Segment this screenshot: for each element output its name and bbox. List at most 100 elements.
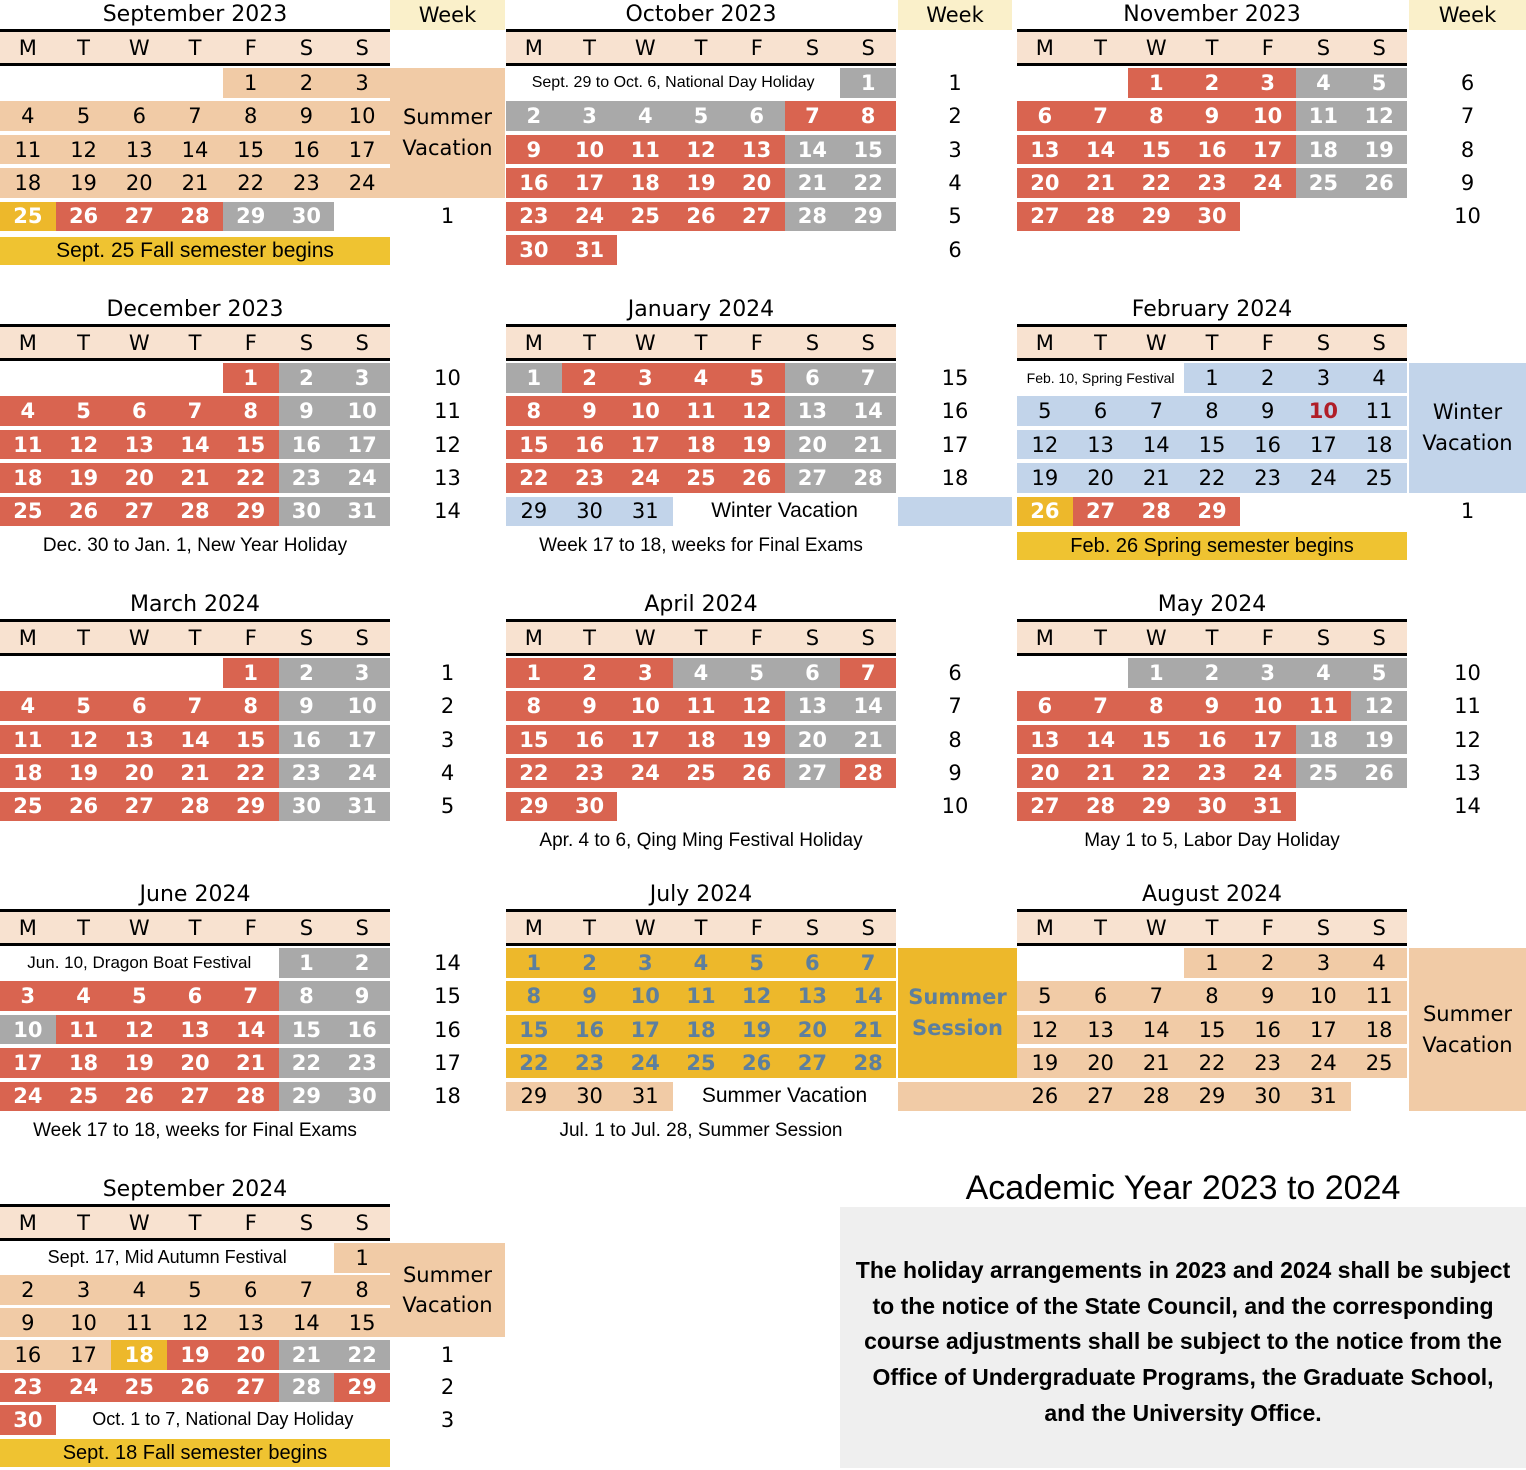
day-cell: 20 bbox=[1030, 170, 1060, 195]
day-header-cell: S bbox=[861, 330, 875, 355]
day-cells: 25 bbox=[0, 201, 56, 232]
day-header-cell: S bbox=[1316, 35, 1331, 60]
day-header-cell: S bbox=[805, 915, 820, 940]
day-cell: 18 bbox=[686, 432, 716, 457]
day-cells: 29 30 31 bbox=[506, 496, 674, 527]
day-cell: 5 bbox=[131, 984, 147, 1009]
day-cells: 19 20 21 22 23 24 25 bbox=[1017, 1048, 1407, 1078]
day-cell: 12 bbox=[1031, 432, 1059, 457]
day-cell: 8 bbox=[299, 984, 314, 1009]
day-cells: 12 13 14 15 16 17 18 bbox=[1017, 1014, 1407, 1045]
day-cell: 14 bbox=[1142, 432, 1170, 457]
week-number: 14 bbox=[1454, 794, 1481, 819]
day-cell: 7 bbox=[805, 104, 820, 129]
calendar-row: 22 23 24 25 26 27 28 bbox=[506, 758, 896, 788]
week-number: 16 bbox=[434, 1017, 461, 1042]
holiday-note: Jun. 10, Dragon Boat Festival bbox=[27, 952, 252, 972]
week-number bbox=[898, 496, 1012, 527]
day-cell: 21 bbox=[853, 1017, 883, 1042]
blank-cells bbox=[1296, 792, 1407, 822]
day-cell: 25 bbox=[13, 204, 43, 229]
day-cell: 23 bbox=[574, 760, 605, 785]
day-cells: 9 10 11 12 13 14 15 bbox=[0, 1307, 390, 1338]
day-cell: 10 bbox=[70, 1310, 97, 1335]
calendar-row: Sept. 17, Mid Autumn Festival 1 bbox=[0, 1243, 390, 1273]
day-cell: 22 bbox=[519, 1050, 549, 1075]
day-cell: 29 bbox=[236, 499, 266, 524]
day-header-cell: T bbox=[1094, 915, 1107, 940]
day-header-cell: S bbox=[355, 330, 369, 355]
day-cell: 14 bbox=[293, 1310, 320, 1335]
day-cell: 6 bbox=[805, 950, 820, 975]
day-cell: 2 bbox=[299, 365, 314, 390]
day-cell: 20 bbox=[797, 1017, 827, 1042]
week-number: 1 bbox=[948, 70, 962, 95]
calendar-row: 29 30 31 Summer Vacation bbox=[506, 1081, 896, 1112]
day-cell: 29 bbox=[347, 1375, 377, 1400]
day-cells: 19 20 21 22 23 24 25 bbox=[1017, 463, 1407, 493]
day-cells: 1 2 3 4 bbox=[1184, 363, 1407, 393]
day-cell: 31 bbox=[1310, 1084, 1337, 1109]
day-cell: 25 bbox=[68, 1084, 99, 1109]
day-cell: 17 bbox=[1253, 137, 1283, 162]
day-cell: 26 bbox=[742, 465, 772, 490]
day-cell: 3 bbox=[582, 104, 597, 129]
calendar-row: 1 2 3 4 bbox=[1017, 948, 1407, 978]
day-cell: 18 bbox=[124, 1342, 154, 1367]
week-number: 4 bbox=[948, 170, 962, 195]
blank-cells bbox=[1351, 1082, 1407, 1112]
week-number: 8 bbox=[1460, 137, 1475, 162]
day-header-cell: S bbox=[355, 915, 369, 940]
day-cell: 3 bbox=[354, 365, 370, 390]
day-cell: 24 bbox=[68, 1375, 99, 1400]
month-june-2024: June 2024 M T W T F S S Jun. 10, Dragon Boat Fes… bbox=[0, 880, 505, 1175]
day-cells: 18 19 20 21 22 bbox=[0, 463, 279, 493]
day-cell: 25 bbox=[124, 1375, 154, 1400]
day-cell: 2 bbox=[526, 104, 542, 129]
day-cells: 11 bbox=[1351, 396, 1407, 426]
calendar-row: 11 12 13 14 15 16 17 bbox=[0, 429, 390, 460]
day-header-cell: S bbox=[1372, 35, 1386, 60]
day-cell: 31 bbox=[631, 1084, 659, 1109]
month-title: August 2024 bbox=[1142, 882, 1282, 907]
day-cell: 1 bbox=[1148, 660, 1164, 685]
day-header-cell: W bbox=[634, 35, 656, 60]
day-cell: 21 bbox=[853, 432, 883, 457]
week-number: 10 bbox=[941, 794, 969, 819]
holiday-note: Sept. 17, Mid Autumn Festival bbox=[47, 1247, 287, 1268]
day-cell: 7 bbox=[860, 950, 876, 975]
day-cells: 2 3 4 5 bbox=[561, 363, 785, 393]
day-header-cell: T bbox=[694, 915, 708, 940]
day-cell: 27 bbox=[1085, 499, 1116, 524]
day-cell: 17 bbox=[347, 727, 377, 752]
day-cells: 8 9 10 11 12 bbox=[506, 691, 785, 721]
day-cell: 5 bbox=[749, 950, 764, 975]
day-cell: 20 bbox=[797, 727, 828, 752]
day-cell: 11 bbox=[1365, 984, 1393, 1009]
day-cell: 22 bbox=[1141, 170, 1171, 195]
blank-cells bbox=[1017, 658, 1128, 688]
calendar-row: 1 2 3 4 5 6 7 bbox=[506, 948, 896, 978]
day-cell: 17 bbox=[70, 1342, 97, 1367]
day-cell: 27 bbox=[236, 1375, 266, 1400]
day-cell: 3 bbox=[1316, 365, 1331, 390]
day-cells: 21 22 bbox=[278, 1340, 390, 1370]
blank-cells bbox=[0, 363, 223, 393]
day-cell: 11 bbox=[125, 1310, 153, 1335]
day-header-cell: T bbox=[694, 35, 708, 60]
day-cell: 10 bbox=[630, 694, 660, 719]
month-title: December 2023 bbox=[106, 297, 284, 322]
day-cell: 18 bbox=[1308, 727, 1339, 752]
day-cell: 26 bbox=[1364, 170, 1394, 195]
day-cell: 14 bbox=[180, 727, 210, 752]
day-cell: 11 bbox=[13, 432, 43, 457]
day-cells: 18 19 bbox=[1295, 134, 1407, 165]
day-cell: 26 bbox=[686, 204, 716, 229]
blank-cells bbox=[617, 235, 896, 265]
day-cell: 5 bbox=[188, 1278, 202, 1303]
day-cell: 23 bbox=[291, 760, 322, 785]
